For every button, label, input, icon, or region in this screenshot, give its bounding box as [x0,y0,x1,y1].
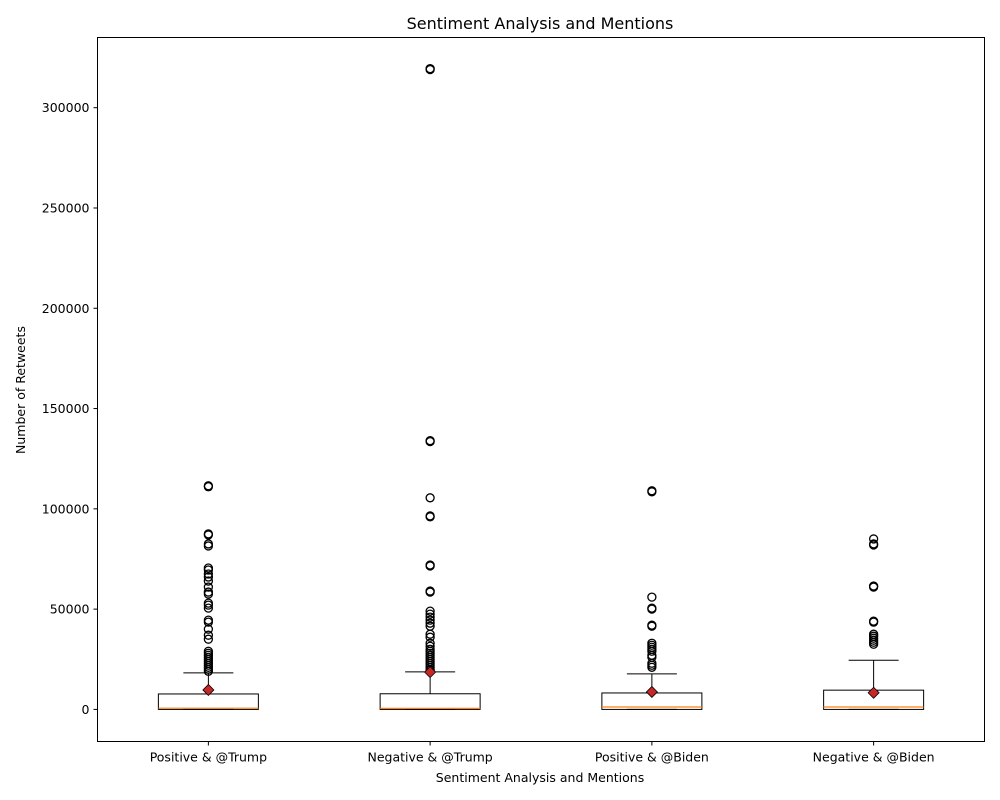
outlier-point [203,589,214,599]
mean-marker [202,683,215,697]
outlier-point [868,639,879,649]
outlier-point [425,629,435,639]
y-tick-label: 150000 [42,401,90,416]
plot-frame [97,37,985,742]
outlier-point [203,582,214,592]
outlier-point [425,641,435,651]
y-tick-label: 300000 [42,100,90,115]
outlier-point [203,617,214,627]
x-tick-label: Positive & @Trump [150,750,267,765]
y-tick-label: 50000 [50,602,90,617]
outlier-point [425,436,435,447]
x-tick-label: Negative & @Biden [813,750,935,765]
y-axis-label: Number of Retweets [13,326,28,454]
outlier-point [868,540,879,550]
y-tick-label: 200000 [42,301,90,316]
outlier-point [425,609,435,619]
y-tick-label: 250000 [42,200,90,215]
outlier-point [647,662,657,672]
y-tick-label: 0 [82,702,90,717]
outlier-point [868,534,879,544]
outlier-point [425,561,435,571]
box-iqr [379,693,481,710]
outlier-point [203,630,214,640]
outlier-point [647,592,657,602]
outlier-point [647,646,657,656]
x-axis-label: Sentiment Analysis and Mentions [436,770,644,785]
mean-marker [645,685,658,699]
mean-marker [867,686,880,699]
outlier-point [425,618,435,628]
outlier-point [203,482,214,492]
outlier-point [647,487,657,497]
outlier-point [425,587,435,597]
outlier-point [203,576,214,586]
box-iqr [157,693,259,710]
outlier-point [203,666,214,676]
outlier-point [203,572,214,582]
outlier-point [425,493,435,503]
outlier-point [203,603,214,613]
outlier-point [868,582,879,592]
outlier-point [203,569,214,579]
outlier-point [203,530,214,540]
mean-marker [424,666,437,679]
outlier-point [868,617,879,627]
outlier-point [203,565,214,575]
outlier-point [425,64,435,75]
y-tick-label: 100000 [42,501,90,516]
outlier-point [425,606,435,616]
plot-area: 0 50000 100000 150000 200000 250000 300000 Posi… [42,63,935,765]
outlier-point [425,612,435,622]
x-tick-label: Positive & @Biden [595,750,709,765]
outlier-point [425,615,435,625]
outlier-point [203,541,214,551]
x-tick-label: Negative & @Trump [367,750,492,765]
chart-title: Sentiment Analysis and Mentions [407,14,674,33]
outlier-point [203,600,214,610]
outlier-point [647,621,657,631]
outlier-point [203,634,214,644]
outlier-point [647,604,657,614]
outlier-point [425,512,435,522]
outlier-point [203,624,214,634]
outlier-point [425,632,435,642]
